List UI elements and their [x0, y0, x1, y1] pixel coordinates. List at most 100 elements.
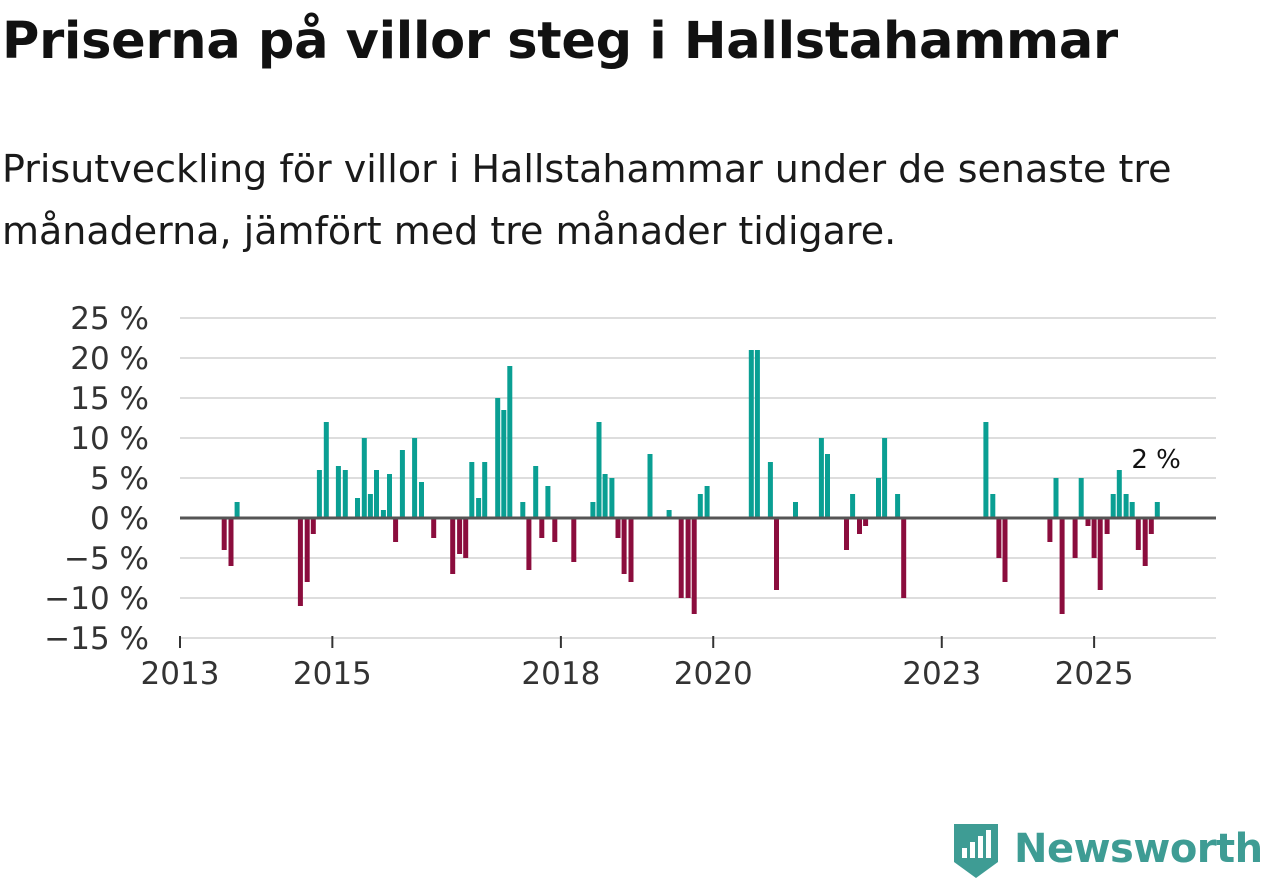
y-tick-label: 0 % [90, 501, 149, 537]
bar [767, 462, 773, 518]
bar [234, 502, 240, 518]
bar [1059, 518, 1065, 614]
bar [431, 518, 437, 538]
bar [221, 518, 227, 550]
bar [844, 518, 849, 550]
y-tick-label: −5 % [64, 541, 149, 577]
newsworthy-logo: Newsworthy [950, 818, 1262, 880]
bar [1110, 494, 1116, 518]
bar [367, 494, 373, 518]
x-tick-label: 2023 [902, 656, 981, 692]
bar [628, 518, 634, 582]
chart-subtitle: Prisutveckling för villor i Hallstahamma… [2, 147, 1172, 253]
bar [552, 518, 558, 542]
bar [342, 470, 348, 518]
bar [1085, 518, 1091, 526]
bar [476, 498, 482, 518]
bar [857, 518, 862, 534]
bar [863, 518, 869, 526]
bar [704, 486, 710, 518]
bar [304, 518, 310, 582]
bar [996, 518, 1002, 558]
bar [596, 422, 602, 518]
bar [355, 498, 360, 518]
bar [1053, 478, 1059, 518]
bar [990, 494, 996, 518]
x-tick-label: 2015 [293, 656, 372, 692]
bar [482, 462, 488, 518]
bar [609, 478, 615, 518]
last-value-label: 2 % [1131, 445, 1181, 475]
x-tick-label: 2025 [1055, 656, 1134, 692]
y-tick-label: −15 % [44, 621, 149, 657]
bar [590, 502, 596, 518]
bar [374, 470, 379, 518]
bar [450, 518, 456, 574]
bar [876, 478, 881, 518]
bar [1129, 502, 1135, 518]
bar [697, 494, 703, 518]
bar [615, 518, 621, 538]
bar [983, 422, 989, 518]
bar [457, 518, 463, 554]
bar [393, 518, 399, 542]
bar [602, 474, 608, 518]
bar [1047, 518, 1053, 542]
y-tick-label: 10 % [70, 421, 149, 457]
bar [387, 474, 392, 518]
bar [691, 518, 697, 614]
bar [1002, 518, 1008, 582]
bar [323, 422, 329, 518]
bar [748, 350, 754, 518]
bar [850, 494, 856, 518]
bar [545, 486, 551, 518]
bar [1123, 494, 1129, 518]
bar [1142, 518, 1148, 566]
bar [297, 518, 303, 606]
chart-title: Priserna på villor steg i Hallstahammar [2, 12, 1118, 71]
bar [412, 438, 418, 518]
y-tick-label: 5 % [90, 461, 149, 497]
bar [647, 454, 653, 518]
bar [895, 494, 901, 518]
bar [825, 454, 830, 518]
bar [818, 438, 824, 518]
bar [507, 366, 513, 518]
bar [228, 518, 234, 566]
bar [1148, 518, 1154, 534]
bar [316, 470, 322, 518]
y-tick-label: 20 % [70, 341, 149, 377]
bar-chart: 25 % 20 % 15 % 10 % 5 % 0 % −5 % −10 % −15 % 201… [44, 301, 1216, 692]
bar [1072, 518, 1078, 558]
bar [1154, 502, 1160, 518]
newsworthy-logo-text: Newsworthy [1014, 826, 1262, 872]
bar [666, 510, 672, 518]
bar [380, 510, 386, 518]
bars [221, 350, 1160, 614]
y-axis-ticks: 25 % 20 % 15 % 10 % 5 % 0 % −5 % −10 % −15 % [44, 301, 149, 657]
newsworthy-logo-icon [954, 824, 998, 878]
bar [1097, 518, 1103, 590]
x-tick-label: 2020 [674, 656, 753, 692]
bar [469, 462, 475, 518]
bar [463, 518, 469, 558]
y-tick-label: 25 % [70, 301, 149, 337]
bar [495, 398, 501, 518]
gridlines [180, 317, 1216, 639]
bar [335, 466, 341, 518]
bar [539, 518, 545, 538]
bar [501, 410, 507, 518]
bar [754, 350, 760, 518]
bar [1078, 478, 1084, 518]
bar [571, 518, 577, 562]
x-tick-label: 2013 [141, 656, 220, 692]
bar [310, 518, 316, 534]
bar [685, 518, 691, 598]
bar [1091, 518, 1097, 558]
bar [526, 518, 532, 570]
bar [361, 438, 367, 518]
x-tick-label: 2018 [521, 656, 600, 692]
bar [793, 502, 798, 518]
y-tick-label: −10 % [44, 581, 149, 617]
bar [399, 450, 405, 518]
